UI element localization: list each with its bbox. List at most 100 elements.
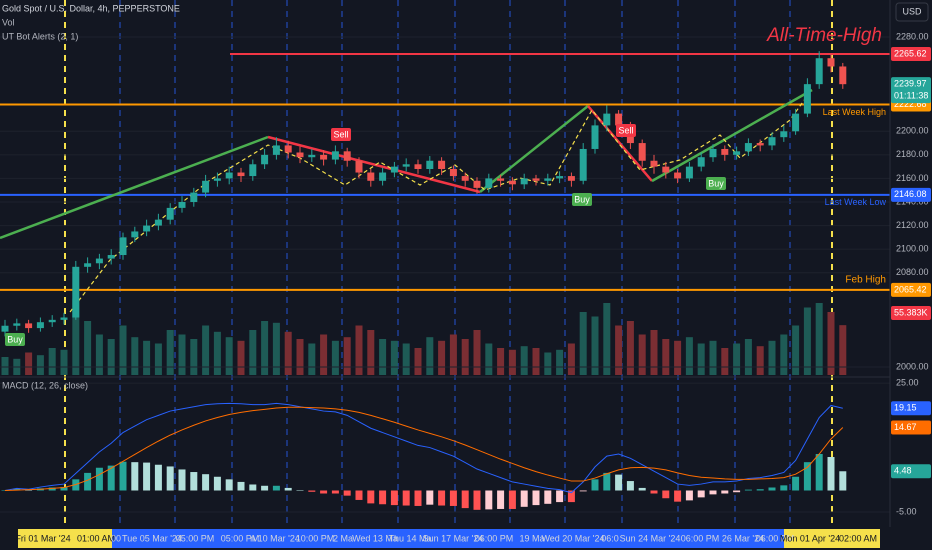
time-label: 06:00 PM [681,533,720,543]
price-tag: 2239.97 [894,79,927,89]
symbol-title: Gold Spot / U.S. Dollar, 4h, PEPPERSTONE [2,3,180,13]
time-label: Thu 14 Ma [388,533,431,543]
volume-bar [685,337,693,375]
candle-body [36,322,44,329]
time-label: Wed 13 Ma [352,533,398,543]
volume-bar [48,348,56,375]
volume-bar [485,343,493,375]
level-tag: 2265.62 [894,48,927,58]
histogram-bar [438,490,446,506]
candle-body [390,166,398,173]
histogram-bar [202,474,210,491]
time-label: Wed 20 Mar '24 [541,533,604,543]
candle-body [556,176,564,179]
candle-body [508,180,516,185]
candle-body [131,231,139,238]
candle-body [95,258,103,264]
histogram-bar [143,462,151,491]
candle-body [709,148,717,158]
macd-tag-bg [891,401,931,416]
level-tag-bg [891,46,931,61]
volume-bar [414,348,422,375]
candle-body [697,157,705,167]
volume-bar [473,330,481,375]
histogram-bar [308,490,316,492]
currency[interactable]: USD [902,6,922,16]
time-highlight [18,529,112,548]
volume-bar [520,346,528,375]
volume-bar [827,312,835,375]
histogram-bar [414,490,422,506]
volume-bar [626,321,634,375]
candle-body [803,84,811,114]
signal-line [4,406,844,492]
histogram-bar [638,487,646,491]
volume-bar [567,343,575,375]
histogram-bar [178,469,186,491]
volume-bar [438,340,446,375]
histogram-bar [780,485,788,491]
volume-bar [449,334,457,375]
volume-bar [426,337,434,375]
candle-body [497,178,505,181]
candle-body [733,151,741,155]
volume-bar [107,339,115,375]
histogram-bar [662,490,670,499]
volume-bar [249,330,257,375]
volume-bar [591,316,599,375]
histogram-bar [343,490,351,496]
volume-tag: 55.383K [894,307,928,317]
volume-bar [744,339,752,375]
volume-bar [225,337,233,375]
volume-bar [461,339,469,375]
volume-bar [532,348,540,375]
volume-bar [166,330,174,375]
candle-body [744,143,752,152]
candle-body [815,58,823,85]
candle-body [485,178,493,188]
buy-text: Buy [574,194,590,204]
volume-bar [756,346,764,375]
currency-button[interactable] [895,2,929,22]
candle-body [792,113,800,132]
histogram-bar [449,490,457,506]
histogram-bar [556,490,564,503]
candle-body [603,113,611,126]
time-label: n 10 Mar '24 [250,533,300,543]
candle-body [638,143,646,161]
volume-bar [603,303,611,375]
volume-bar [119,325,127,375]
level-label: Last Week Low [825,197,887,207]
histogram-bar [48,487,56,491]
candle-body [154,219,162,226]
histogram-bar [261,485,269,491]
histogram-bar [768,487,776,491]
histogram-tag-bg [891,464,931,479]
candle-body [166,207,174,220]
candle-body [414,164,422,169]
time-label: Mon 01 Apr '24 [780,533,840,543]
buy-text: Buy [7,334,23,344]
candle-body [685,166,693,179]
candle-body [249,164,257,177]
volume-bar [131,337,139,375]
level-tag-bg [891,282,931,297]
signal-tag: 14.67 [894,422,917,432]
indicator-title: UT Bot Alerts (2, 1) [2,31,78,41]
histogram-bar [355,490,363,500]
histogram-bar [744,489,752,491]
candle-body [567,176,575,181]
volume-bar [154,343,162,375]
annotation: All-Time-High [766,25,882,46]
histogram-bar [497,490,505,509]
volume-bar [84,321,92,375]
volume-bar [367,330,375,375]
macd-layer [1,402,847,510]
candle-body [402,164,410,167]
time-label: 00 [111,533,121,543]
axis-layer: 2280.002200.002180.002160.002140.002120.… [891,31,931,516]
time-label: 02:00 AM [839,533,877,543]
candle-body [355,160,363,173]
volume-bar [237,340,245,375]
volume-bar [25,352,33,375]
